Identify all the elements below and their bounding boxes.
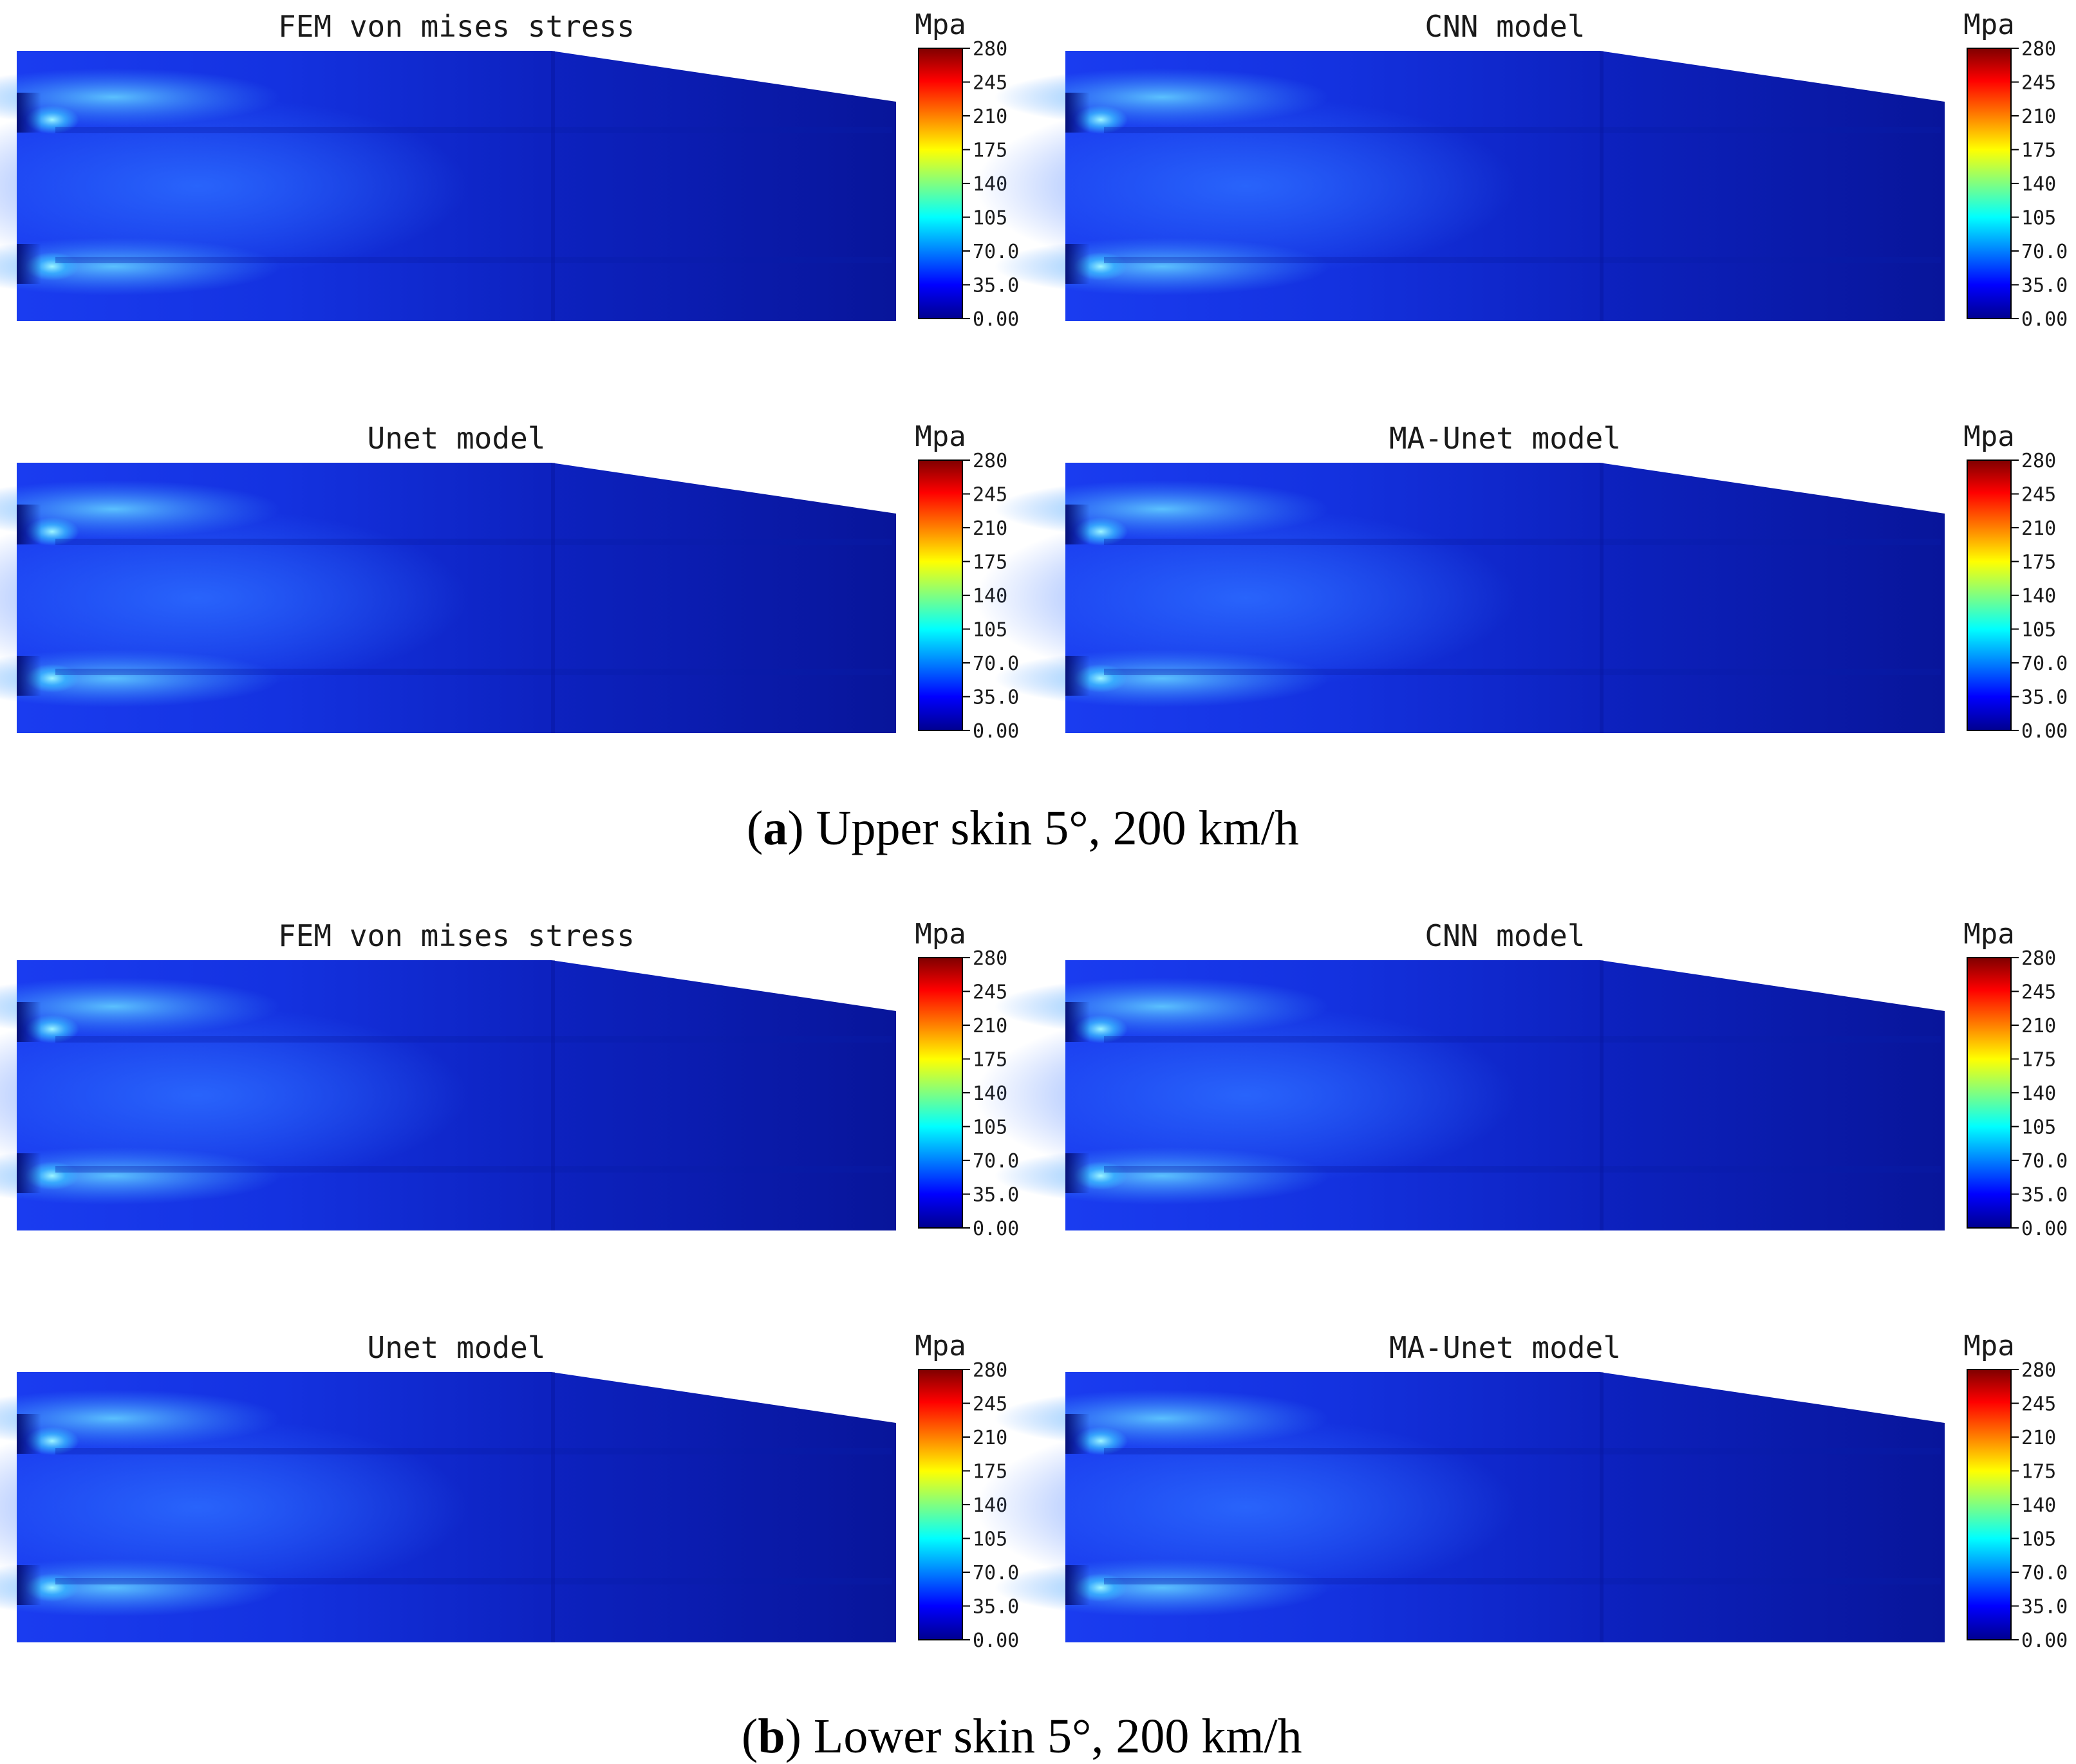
- colorbar-tick-label: 0.00: [973, 720, 1019, 743]
- stress-contour-map: [975, 960, 1945, 1230]
- colorbar-tick-label: 245: [2021, 1393, 2056, 1416]
- colorbar-tick-label: 140: [2021, 1082, 2056, 1105]
- colorbar-tick-label: 210: [973, 106, 1007, 128]
- stress-contour-map: [0, 960, 896, 1230]
- colorbar-tick-label: 35.0: [2021, 687, 2068, 709]
- colorbar-tick-label: 105: [2021, 1528, 2056, 1551]
- colorbar: [918, 48, 963, 319]
- colorbar-tick-label: 140: [2021, 173, 2056, 196]
- stress-panel: CNN model Mpa 280 245 210 175 140 105 70.0 35.0 0.…: [975, 918, 2068, 1240]
- colorbar: [1967, 48, 2012, 319]
- panel-title: MA-Unet model: [1389, 421, 1621, 456]
- colorbar-tick-label: 280: [2021, 947, 2056, 970]
- colorbar-tick-label: 0.00: [973, 308, 1019, 331]
- panel-title: FEM von mises stress: [278, 9, 635, 44]
- colorbar-tick-label: 210: [2021, 1427, 2056, 1449]
- caption-b-text: Lower skin 5°, 200 km/h: [814, 1709, 1302, 1763]
- colorbar-tick-label: 35.0: [2021, 275, 2068, 297]
- colorbar-tick-label: 0.00: [2021, 1629, 2068, 1652]
- colorbar-unit: Mpa: [1963, 918, 2014, 951]
- stress-contour-map: [0, 463, 896, 733]
- colorbar: [1967, 957, 2012, 1229]
- stress-contour-map: [0, 51, 896, 321]
- colorbar-tick-label: 0.00: [2021, 308, 2068, 331]
- colorbar-tick-label: 280: [973, 38, 1007, 60]
- colorbar: [1967, 1369, 2012, 1640]
- stress-panel: MA-Unet model Mpa 280 245 210 175 140 105 70.0 35…: [975, 420, 2068, 743]
- stress-contour-map: [0, 1372, 896, 1642]
- colorbar-tick-label: 35.0: [2021, 1596, 2068, 1619]
- caption-a: (a) Upper skin 5°, 200 km/h: [747, 801, 1299, 855]
- colorbar-tick-label: 140: [2021, 585, 2056, 608]
- colorbar-tick-label: 175: [2021, 140, 2056, 162]
- stress-contour-map: [975, 51, 1945, 321]
- panel-title: FEM von mises stress: [278, 918, 635, 953]
- colorbar-tick-label: 210: [2021, 106, 2056, 128]
- colorbar-tick-label: 175: [2021, 1049, 2056, 1072]
- stress-panel: FEM von mises stressMpa28024521017514010…: [0, 8, 1019, 331]
- colorbar-tick-label: 105: [2021, 1117, 2056, 1139]
- colorbar-tick-label: 0.00: [973, 1218, 1019, 1240]
- colorbar-tick-label: 70.0: [2021, 1562, 2068, 1584]
- svg-text:(a) Upper skin 5°, 200 km/h: (a) Upper skin 5°, 200 km/h: [747, 801, 1299, 855]
- stress-contour-map: [975, 1372, 1945, 1642]
- colorbar-tick-label: 105: [2021, 619, 2056, 642]
- colorbar-tick-label: 245: [2021, 981, 2056, 1004]
- caption-a-letter: a: [763, 801, 787, 855]
- panel-title: CNN model: [1425, 9, 1585, 44]
- colorbar-tick-label: 0.00: [2021, 1218, 2068, 1240]
- colorbar-tick-label: 175: [2021, 552, 2056, 574]
- colorbar: [918, 1369, 963, 1640]
- colorbar-tick-label: 0.00: [2021, 720, 2068, 743]
- colorbar-tick-label: 210: [973, 1015, 1007, 1037]
- colorbar-unit: Mpa: [1963, 420, 2014, 453]
- caption-b: (b) Lower skin 5°, 200 km/h: [742, 1709, 1302, 1763]
- colorbar-tick-label: 280: [2021, 450, 2056, 472]
- colorbar-tick-label: 280: [973, 947, 1007, 970]
- panel-title: CNN model: [1425, 918, 1585, 953]
- panel-title: MA-Unet model: [1389, 1330, 1621, 1365]
- panel-title: Unet model: [368, 1330, 546, 1365]
- colorbar: [918, 460, 963, 731]
- stress-panel: FEM von mises stressMpa28024521017514010…: [0, 918, 1019, 1240]
- colorbar-tick-label: 280: [973, 450, 1007, 472]
- colorbar-tick-label: 0.00: [973, 1629, 1019, 1652]
- colorbar-tick-label: 70.0: [2021, 1150, 2068, 1173]
- colorbar-tick-label: 280: [2021, 1359, 2056, 1382]
- colorbar: [1967, 460, 2012, 731]
- colorbar-tick-label: 210: [2021, 1015, 2056, 1037]
- colorbar-unit: Mpa: [915, 8, 966, 41]
- colorbar-tick-label: 245: [2021, 484, 2056, 506]
- stress-panel: Unet modelMpa28024521017514010570.035.00…: [0, 420, 1019, 743]
- colorbar-unit: Mpa: [1963, 1330, 2014, 1362]
- caption-a-text: Upper skin 5°, 200 km/h: [816, 801, 1299, 855]
- colorbar-unit: Mpa: [915, 918, 966, 951]
- colorbar-tick-label: 280: [2021, 38, 2056, 60]
- colorbar-tick-label: 210: [973, 517, 1007, 540]
- colorbar-tick-label: 70.0: [2021, 241, 2068, 263]
- colorbar-tick-label: 175: [2021, 1461, 2056, 1483]
- panel-title: Unet model: [368, 421, 546, 456]
- svg-text:(b) Lower skin 5°, 200 km/h: (b) Lower skin 5°, 200 km/h: [742, 1709, 1302, 1763]
- stress-contour-map: [975, 463, 1945, 733]
- colorbar-tick-label: 280: [973, 1359, 1007, 1382]
- colorbar-unit: Mpa: [915, 1330, 966, 1362]
- colorbar: [918, 957, 963, 1229]
- colorbar-tick-label: 210: [2021, 517, 2056, 540]
- colorbar-tick-label: 105: [2021, 207, 2056, 230]
- colorbar-tick-label: 35.0: [2021, 1184, 2068, 1207]
- stress-panel: CNN model Mpa 280 245 210 175 140 105 70.0 35.0 0.…: [975, 8, 2068, 331]
- caption-b-letter: b: [758, 1709, 785, 1763]
- colorbar-tick-label: 245: [2021, 72, 2056, 95]
- colorbar-unit: Mpa: [915, 420, 966, 453]
- colorbar-tick-label: 70.0: [2021, 653, 2068, 675]
- colorbar-tick-label: 210: [973, 1427, 1007, 1449]
- colorbar-unit: Mpa: [1963, 8, 2014, 41]
- stress-panel: MA-Unet model Mpa 280 245 210 175 140 105 70.0 35…: [975, 1330, 2068, 1652]
- stress-panel: Unet modelMpa28024521017514010570.035.00…: [0, 1330, 1019, 1652]
- colorbar-tick-label: 140: [2021, 1494, 2056, 1517]
